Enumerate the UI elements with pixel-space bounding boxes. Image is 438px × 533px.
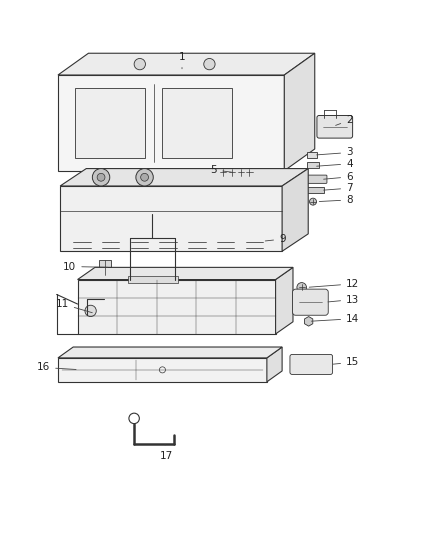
- FancyBboxPatch shape: [99, 260, 111, 275]
- Text: 17: 17: [160, 445, 173, 461]
- FancyBboxPatch shape: [293, 289, 328, 315]
- FancyBboxPatch shape: [305, 175, 327, 183]
- FancyBboxPatch shape: [290, 354, 332, 375]
- Circle shape: [246, 168, 253, 176]
- Text: 9: 9: [265, 234, 286, 244]
- FancyBboxPatch shape: [306, 187, 324, 193]
- Polygon shape: [282, 168, 308, 251]
- Text: 12: 12: [309, 279, 359, 289]
- Text: 11: 11: [56, 299, 92, 313]
- Circle shape: [219, 168, 227, 176]
- FancyBboxPatch shape: [60, 186, 282, 251]
- Text: 2: 2: [336, 115, 353, 125]
- FancyBboxPatch shape: [75, 88, 145, 158]
- Circle shape: [310, 198, 317, 205]
- Text: 15: 15: [333, 357, 359, 367]
- FancyBboxPatch shape: [58, 75, 284, 171]
- Circle shape: [297, 282, 307, 292]
- Polygon shape: [58, 53, 315, 75]
- FancyBboxPatch shape: [127, 276, 178, 283]
- Circle shape: [92, 168, 110, 186]
- FancyBboxPatch shape: [307, 152, 317, 158]
- Polygon shape: [267, 347, 282, 382]
- Text: 8: 8: [319, 195, 353, 205]
- Circle shape: [97, 173, 105, 181]
- FancyBboxPatch shape: [78, 279, 276, 334]
- Polygon shape: [276, 268, 293, 334]
- Circle shape: [141, 173, 148, 181]
- FancyBboxPatch shape: [58, 358, 267, 382]
- FancyBboxPatch shape: [162, 88, 232, 158]
- Text: 10: 10: [63, 262, 108, 271]
- Text: 1: 1: [179, 52, 185, 69]
- Polygon shape: [304, 317, 313, 326]
- Polygon shape: [60, 168, 308, 186]
- Text: 4: 4: [317, 159, 353, 169]
- Text: 13: 13: [328, 295, 359, 304]
- Text: 3: 3: [317, 148, 353, 157]
- Polygon shape: [78, 268, 293, 279]
- Circle shape: [136, 168, 153, 186]
- FancyBboxPatch shape: [317, 116, 353, 138]
- Text: 16: 16: [37, 362, 76, 373]
- Polygon shape: [58, 347, 282, 358]
- Text: 6: 6: [324, 172, 353, 182]
- Circle shape: [237, 168, 245, 176]
- Text: 14: 14: [311, 314, 359, 324]
- Polygon shape: [284, 53, 315, 171]
- Circle shape: [134, 59, 145, 70]
- Circle shape: [204, 59, 215, 70]
- Text: 5: 5: [211, 165, 231, 175]
- Text: 7: 7: [324, 183, 353, 193]
- Circle shape: [85, 305, 96, 317]
- Circle shape: [228, 168, 236, 176]
- FancyBboxPatch shape: [307, 163, 319, 168]
